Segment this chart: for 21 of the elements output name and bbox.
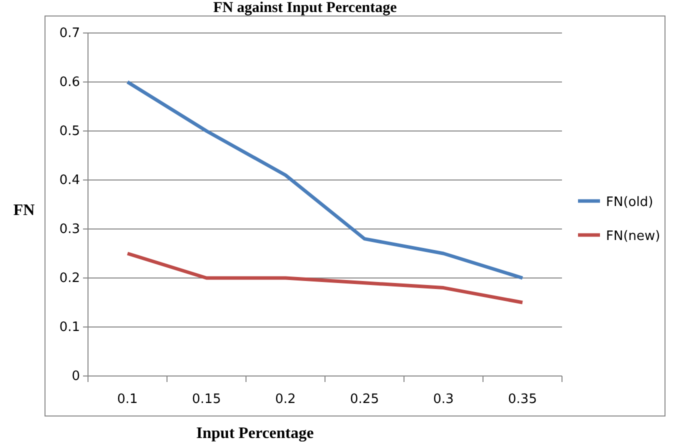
y-tick-label: 0.7 — [59, 26, 80, 42]
x-tick-label: 0.25 — [350, 392, 379, 408]
y-tick-label: 0.2 — [59, 271, 80, 286]
x-tick-label: 0.2 — [275, 392, 296, 408]
line-series — [126, 80, 524, 280]
x-tick-label: 0.35 — [508, 392, 537, 408]
y-tick-label: 0.6 — [59, 75, 80, 90]
y-tick-label: 0.1 — [59, 320, 80, 336]
x-axis-title: Input Percentage — [196, 425, 314, 442]
y-tick-label: 0.3 — [59, 222, 80, 238]
legend-label: FN(old) — [606, 195, 654, 210]
y-tick-label: 0 — [72, 369, 80, 384]
x-tick-label: 0.1 — [117, 392, 138, 408]
chart-title: FN against Input Percentage — [213, 0, 398, 16]
x-tick-label: 0.3 — [433, 392, 454, 408]
y-axis-title: FN — [13, 202, 36, 219]
legend-label: FN(new) — [606, 229, 660, 244]
y-tick-label: 0.5 — [59, 124, 80, 140]
y-tick-label: 0.4 — [59, 173, 80, 188]
x-tick-label: 0.15 — [192, 392, 221, 408]
line-series — [126, 252, 524, 304]
